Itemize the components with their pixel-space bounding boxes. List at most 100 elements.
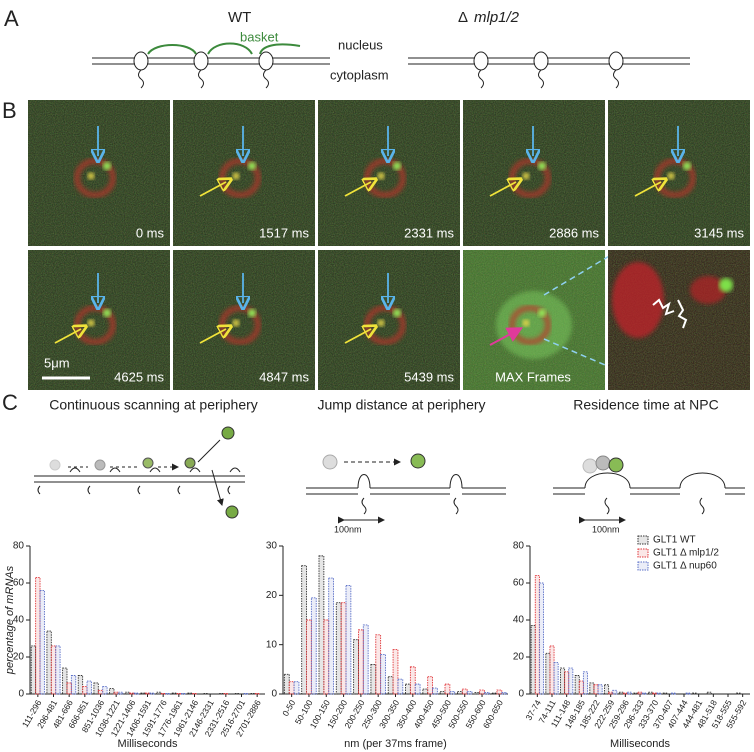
legend-swatch [637,548,649,558]
bar [449,691,456,695]
yellow-arrow [489,182,516,197]
yellow-spot [377,172,385,180]
bar [612,689,618,695]
wt-label: WT [228,9,251,26]
bar [39,589,45,695]
bar [124,691,131,695]
magenta-arrow [489,327,524,346]
y-tick-label: 40 [513,615,525,626]
jump-diagram [306,453,506,524]
bar [578,680,584,695]
bar [618,691,624,695]
micrograph-tile: 1517 ms [173,100,315,246]
bar [335,602,342,695]
bar [223,692,229,695]
y-tick-label: 0 [518,689,524,700]
x-axis-label: Milliseconds [118,738,178,750]
legend-swatch [637,535,649,545]
green-spot [538,162,546,170]
bar [102,686,108,695]
bar [574,675,580,695]
red-signal [690,276,726,304]
scale-label: 100nm [334,524,362,534]
time-label: 2331 ms [404,225,454,240]
bar [82,686,88,695]
bar [62,667,68,695]
bar [414,683,421,695]
bar [55,645,61,695]
bar [392,649,399,695]
time-label: 0 ms [136,225,165,240]
green-spot [248,162,256,170]
bar [234,692,240,695]
bar [46,630,52,695]
green-spot [393,309,401,317]
panel-label: A [4,6,19,31]
green-spot [248,309,256,317]
y-tick-label: 20 [266,590,278,601]
bar [380,654,386,695]
bar [633,692,639,695]
bar [432,687,438,695]
bar [310,597,317,695]
bar [736,692,742,695]
bar-chart: Jump distance at periphery nm (per 37ms f… [266,397,508,750]
scale-label: 100nm [592,524,620,534]
bar [77,675,84,695]
bar [622,692,628,695]
red-ring [509,305,551,345]
bar [597,684,603,695]
panel-b: B 0 ms 1517 ms 2331 ms 2886 ms 3145 ms 4625 m… [2,98,750,390]
bar [149,692,155,695]
bar [685,692,691,695]
bar [656,692,662,695]
x-axis-label: Milliseconds [610,738,670,750]
bar [589,682,595,695]
y-tick-label: 30 [266,541,278,552]
bar [66,682,72,695]
yellow-spot [522,172,530,180]
time-label: 3145 ms [694,225,744,240]
time-label: 1517 ms [259,225,309,240]
time-label: MAX Frames [495,369,571,384]
bar [97,689,104,695]
bar [243,692,249,695]
tile-noise [608,100,750,246]
bar [140,692,146,695]
bar [439,691,446,695]
bar [422,688,429,695]
bar [293,681,300,695]
bar [160,692,166,695]
bar [444,683,451,695]
bar [474,692,481,695]
bar [323,619,330,695]
basket-label: basket [240,29,279,44]
micrograph-tile: MAX Frames [463,250,646,390]
yellow-spot [87,172,95,180]
bar [30,645,37,695]
bar [397,678,404,695]
micrograph-tile: 2331 ms [318,100,460,246]
bar [340,602,347,695]
tile-noise [173,100,315,246]
yellow-arrow [344,182,371,197]
bar [641,692,647,695]
x-tick-label: 0-50 [280,698,297,718]
legend-label: GLT1 Δ nup60 [653,561,717,572]
mutant-symbol: Δ [458,9,468,26]
track [652,298,688,329]
yellow-arrow [344,329,371,344]
bar [156,691,162,695]
bar [648,691,654,695]
x-axis-label: nm (per 37ms frame) [344,738,447,750]
chart-title: Jump distance at periphery [317,397,485,413]
bar [553,662,559,695]
y-tick-label: 20 [513,652,525,663]
mutant-label: mlp1/2 [474,9,520,26]
micrograph-tile [608,250,750,390]
green-spot [393,162,401,170]
yellow-spot [87,319,95,327]
bar [203,692,209,695]
time-label: 4625 ms [114,369,164,384]
yellow-arrow [54,329,81,344]
